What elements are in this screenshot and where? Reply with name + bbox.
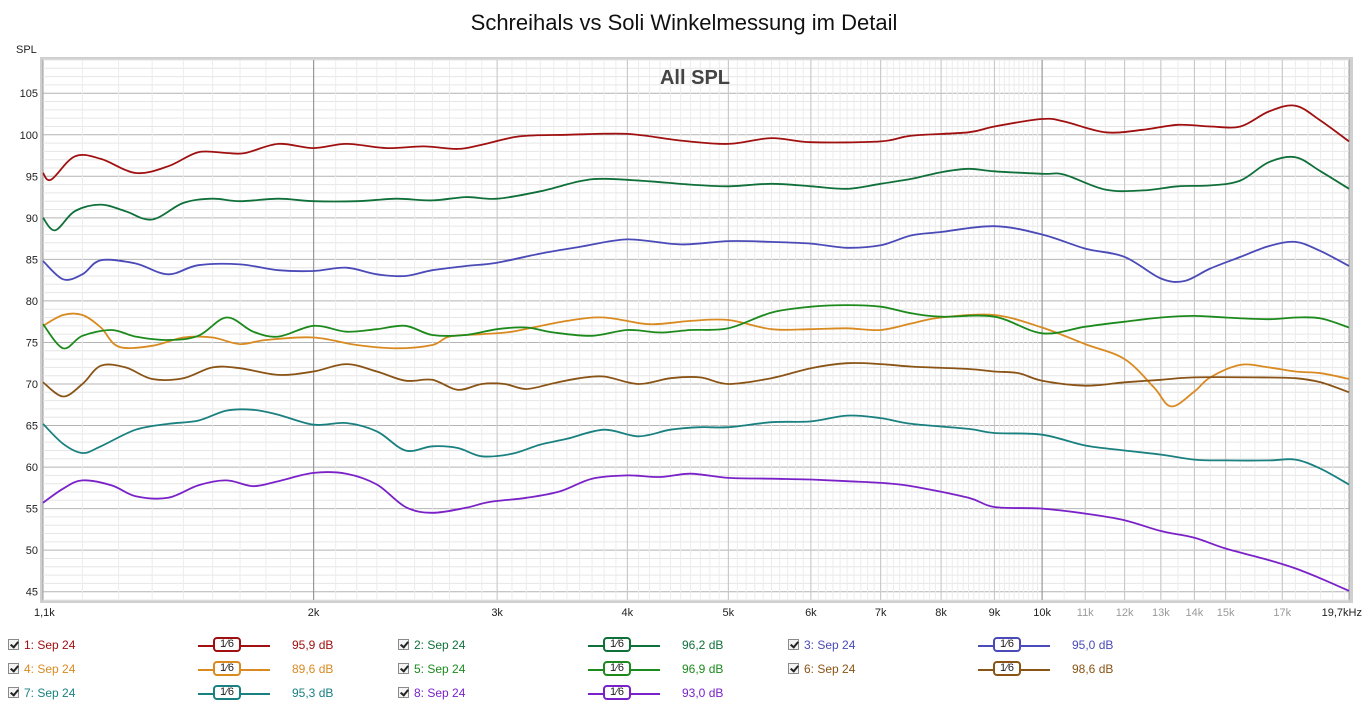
smoothing-box: 1⁄6 xyxy=(603,661,631,676)
smoothing-control[interactable]: 1⁄6 xyxy=(588,684,660,702)
x-tick-label: 3k xyxy=(491,607,503,619)
y-tick-label: 100 xyxy=(20,130,38,142)
series-line-1[interactable] xyxy=(42,104,1350,182)
legend-checkbox[interactable] xyxy=(398,663,409,674)
y-tick-label: 105 xyxy=(20,88,38,100)
y-tick-label: 75 xyxy=(26,337,38,349)
series-line-2[interactable] xyxy=(42,155,1350,232)
legend-item-3: 3: Sep 24 1⁄6 95,0 dB xyxy=(788,636,1168,656)
smoothing-control[interactable]: 1⁄6 xyxy=(198,684,270,702)
smoothing-box: 1⁄6 xyxy=(993,661,1021,676)
smoothing-control[interactable]: 1⁄6 xyxy=(978,636,1050,654)
smoothing-control[interactable]: 1⁄6 xyxy=(588,660,660,678)
series-line-3[interactable] xyxy=(42,225,1350,283)
x-tick-label: 4k xyxy=(622,607,634,619)
x-tick-label: 12k xyxy=(1116,607,1134,619)
x-tick-label: 13k xyxy=(1152,607,1170,619)
legend-label: 1: Sep 24 xyxy=(24,638,76,652)
legend-level: 95,3 dB xyxy=(292,686,334,700)
y-tick-label: 55 xyxy=(26,504,38,516)
legend-label: 6: Sep 24 xyxy=(804,662,856,676)
series-lines xyxy=(42,104,1350,592)
smoothing-control[interactable]: 1⁄6 xyxy=(198,660,270,678)
smoothing-control[interactable]: 1⁄6 xyxy=(978,660,1050,678)
y-tick-label: 60 xyxy=(26,462,38,474)
x-tick-label: 19,7kHz xyxy=(1322,607,1362,619)
legend-item-5: 5: Sep 24 1⁄6 96,9 dB xyxy=(398,660,778,680)
x-tick-label: 15k xyxy=(1217,607,1235,619)
legend-checkbox[interactable] xyxy=(8,687,19,698)
x-tick-label: 2k xyxy=(308,607,320,619)
x-tick-label: 14k xyxy=(1186,607,1204,619)
legend-label: 2: Sep 24 xyxy=(414,638,466,652)
x-tick-label: 9k xyxy=(989,607,1001,619)
smoothing-box: 1⁄6 xyxy=(213,661,241,676)
x-tick-label: 7k xyxy=(875,607,887,619)
y-tick-label: 50 xyxy=(26,545,38,557)
x-tick-label: 8k xyxy=(935,607,947,619)
legend-level: 95,9 dB xyxy=(292,638,334,652)
legend-item-1: 1: Sep 24 1⁄6 95,9 dB xyxy=(8,636,388,656)
smoothing-control[interactable]: 1⁄6 xyxy=(588,636,660,654)
legend: 1: Sep 24 1⁄6 95,9 dB 2: Sep 24 1⁄6 96,2 dB 3:… xyxy=(0,632,1369,704)
legend-item-4: 4: Sep 24 1⁄6 89,6 dB xyxy=(8,660,388,680)
smoothing-box: 1⁄6 xyxy=(603,637,631,652)
smoothing-box: 1⁄6 xyxy=(993,637,1021,652)
x-tick-label: 6k xyxy=(805,607,817,619)
legend-checkbox[interactable] xyxy=(8,639,19,650)
legend-level: 96,9 dB xyxy=(682,662,724,676)
legend-checkbox[interactable] xyxy=(398,687,409,698)
y-tick-label: 95 xyxy=(26,171,38,183)
legend-label: 7: Sep 24 xyxy=(24,686,76,700)
legend-item-7: 7: Sep 24 1⁄6 95,3 dB xyxy=(8,684,388,704)
legend-label: 4: Sep 24 xyxy=(24,662,76,676)
y-tick-label: 90 xyxy=(26,213,38,225)
series-line-5[interactable] xyxy=(42,304,1350,350)
legend-item-8: 8: Sep 24 1⁄6 93,0 dB xyxy=(398,684,778,704)
legend-item-2: 2: Sep 24 1⁄6 96,2 dB xyxy=(398,636,778,656)
x-tick-label: 17k xyxy=(1273,607,1291,619)
y-tick-label: 45 xyxy=(26,587,38,599)
legend-level: 96,2 dB xyxy=(682,638,724,652)
smoothing-box: 1⁄6 xyxy=(213,637,241,652)
y-tick-label: 85 xyxy=(26,254,38,266)
legend-level: 89,6 dB xyxy=(292,662,334,676)
legend-checkbox[interactable] xyxy=(8,663,19,674)
legend-checkbox[interactable] xyxy=(788,663,799,674)
series-line-7[interactable] xyxy=(42,408,1350,486)
legend-label: 3: Sep 24 xyxy=(804,638,856,652)
legend-level: 98,6 dB xyxy=(1072,662,1114,676)
legend-level: 93,0 dB xyxy=(682,686,724,700)
grid xyxy=(43,59,1349,601)
y-axis-ticks: 45 50 55 60 65 70 75 80 85 90 95 100 105 xyxy=(20,88,38,598)
chart-title: Schreihals vs Soli Winkelmessung im Deta… xyxy=(471,10,898,35)
series-line-8[interactable] xyxy=(42,471,1350,592)
legend-label: 5: Sep 24 xyxy=(414,662,466,676)
smoothing-box: 1⁄6 xyxy=(213,685,241,700)
legend-checkbox[interactable] xyxy=(398,639,409,650)
y-axis-label: SPL xyxy=(16,44,37,56)
smoothing-control[interactable]: 1⁄6 xyxy=(198,636,270,654)
legend-item-6: 6: Sep 24 1⁄6 98,6 dB xyxy=(788,660,1168,680)
x-axis-ticks: 1,1k 2k 3k 4k 5k 6k 7k 8k 9k 10k 11k 12k 13k 14k 15k 17… xyxy=(34,607,1362,619)
y-tick-label: 65 xyxy=(26,421,38,433)
chart-subtitle: All SPL xyxy=(660,67,730,89)
legend-label: 8: Sep 24 xyxy=(414,686,466,700)
smoothing-box: 1⁄6 xyxy=(603,685,631,700)
x-tick-label: 5k xyxy=(723,607,735,619)
y-tick-label: 80 xyxy=(26,296,38,308)
series-line-4[interactable] xyxy=(42,312,1350,408)
legend-level: 95,0 dB xyxy=(1072,638,1114,652)
x-tick-label: 1,1k xyxy=(34,607,55,619)
x-tick-label: 11k xyxy=(1077,607,1094,619)
legend-checkbox[interactable] xyxy=(788,639,799,650)
x-tick-label: 10k xyxy=(1033,607,1051,619)
chart: Schreihals vs Soli Winkelmessung im Deta… xyxy=(16,10,1362,619)
series-line-6[interactable] xyxy=(42,362,1350,398)
y-tick-label: 70 xyxy=(26,379,38,391)
